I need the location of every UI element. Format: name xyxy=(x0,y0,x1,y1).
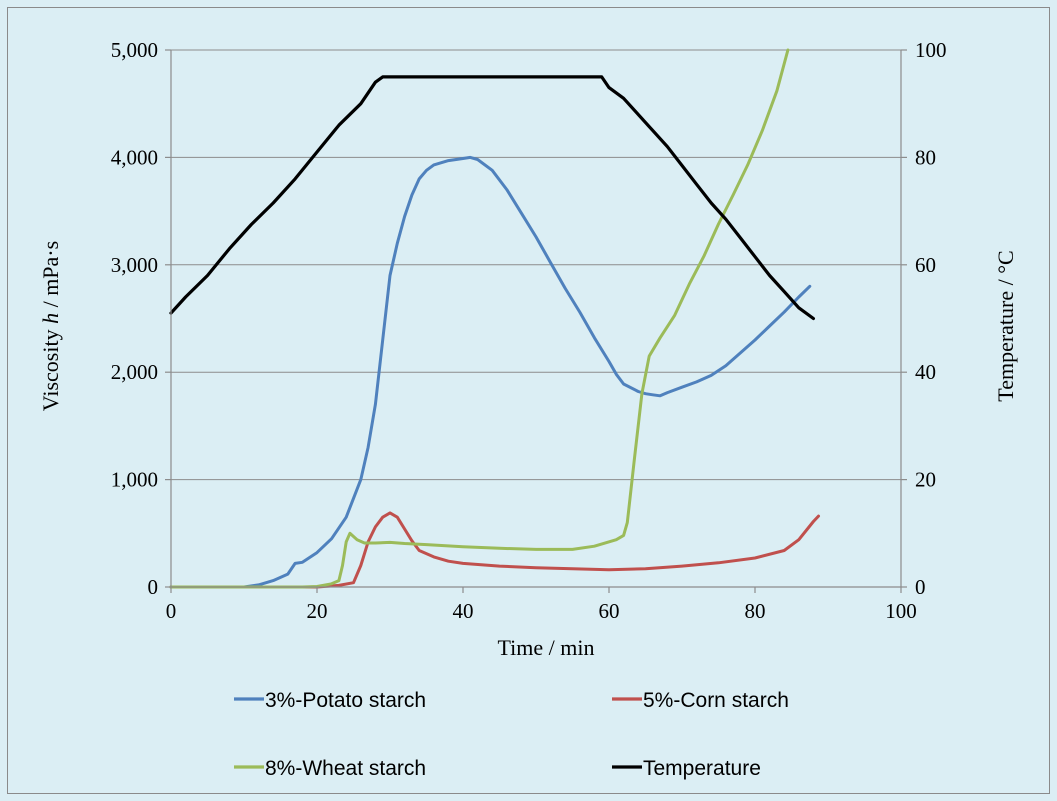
legend-label-3-potato-starch: 3%-Potato starch xyxy=(265,689,426,712)
y-left-tick-label-0: 0 xyxy=(148,575,159,599)
y-left-tick-label-2: 2,000 xyxy=(111,360,158,384)
legend-label-temperature: Temperature xyxy=(643,757,761,780)
y-right-tick-label-4: 80 xyxy=(915,145,936,169)
x-tick-label-5: 100 xyxy=(885,599,917,623)
x-tick-label-4: 80 xyxy=(745,599,766,623)
y-right-tick-label-3: 60 xyxy=(915,253,936,277)
y-right-tick-label-2: 40 xyxy=(915,360,936,384)
y-left-tick-label-3: 3,000 xyxy=(111,253,158,277)
chart-frame: 0 20 40 60 80 100 0 1,000 2,000 3,000 4,000 5,000 0 2… xyxy=(7,7,1050,794)
series-line-3-potato-starch xyxy=(169,155,812,589)
x-axis-title: Time / min xyxy=(498,635,595,660)
axes xyxy=(165,49,907,593)
series-layer xyxy=(169,48,820,589)
y-left-tick-label-1: 1,000 xyxy=(111,468,158,492)
y-right-tick-label-5: 100 xyxy=(915,38,947,62)
y-axis-left-title: Viscosity h / mPa·s xyxy=(38,241,63,411)
y-axis-right-title: Temperature / °C xyxy=(993,250,1018,401)
series-line-temperature xyxy=(169,75,816,321)
y-axis-left-title-symbol: h xyxy=(38,313,63,324)
y-axis-left-title-part-2: / mPa·s xyxy=(38,241,63,313)
legend-label-8-wheat-starch: 8%-Wheat starch xyxy=(265,757,426,780)
series-line-8-wheat-starch xyxy=(169,48,790,589)
x-tick-label-3: 60 xyxy=(599,599,620,623)
viscosity-temperature-chart: 0 20 40 60 80 10001,0002,0003,0004,0005,00002… xyxy=(38,38,1018,780)
y-right-tick-label-1: 20 xyxy=(915,468,936,492)
series-line-5-corn-starch xyxy=(169,511,820,589)
y-left-tick-label-4: 4,000 xyxy=(111,145,158,169)
tick-labels: 0 20 40 60 80 10001,0002,0003,0004,0005,00002… xyxy=(111,38,947,623)
x-tick-label-0: 0 xyxy=(166,599,177,623)
legend: 3%-Potato starch 5%-Corn starch 8%-Wheat s… xyxy=(234,689,789,780)
grid-lines xyxy=(171,49,901,481)
y-axis-left-title-part-1: Viscosity xyxy=(38,324,63,411)
y-right-tick-label-0: 0 xyxy=(915,575,926,599)
y-left-tick-label-5: 5,000 xyxy=(111,38,158,62)
x-tick-label-1: 20 xyxy=(307,599,328,623)
legend-label-5-corn-starch: 5%-Corn starch xyxy=(643,689,789,712)
x-tick-label-2: 40 xyxy=(453,599,474,623)
